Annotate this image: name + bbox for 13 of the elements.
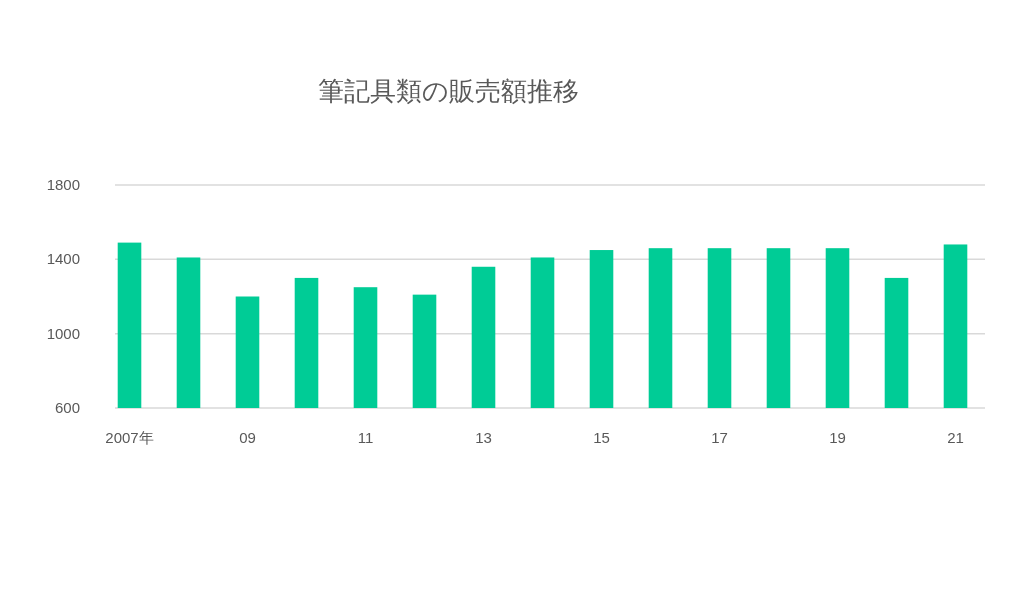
y-tick-label: 600 — [54, 399, 80, 416]
x-tick-label: 09 — [239, 429, 256, 446]
chart-title: 筆記具類の販売額推移 — [317, 76, 579, 106]
x-tick-label: 15 — [593, 429, 610, 446]
y-tick-label: 1400 — [46, 250, 80, 268]
x-tick-label: 21 — [947, 429, 964, 446]
y-tick-label: 1000 — [46, 324, 80, 342]
y-tick-label: 1800 — [46, 176, 80, 193]
x-tick-label: 2007年 — [105, 429, 154, 446]
x-tick-label: 17 — [711, 429, 728, 446]
x-tick-label: 19 — [829, 429, 846, 446]
x-tick-label: 13 — [475, 429, 492, 446]
x-tick-label: 11 — [357, 429, 374, 446]
